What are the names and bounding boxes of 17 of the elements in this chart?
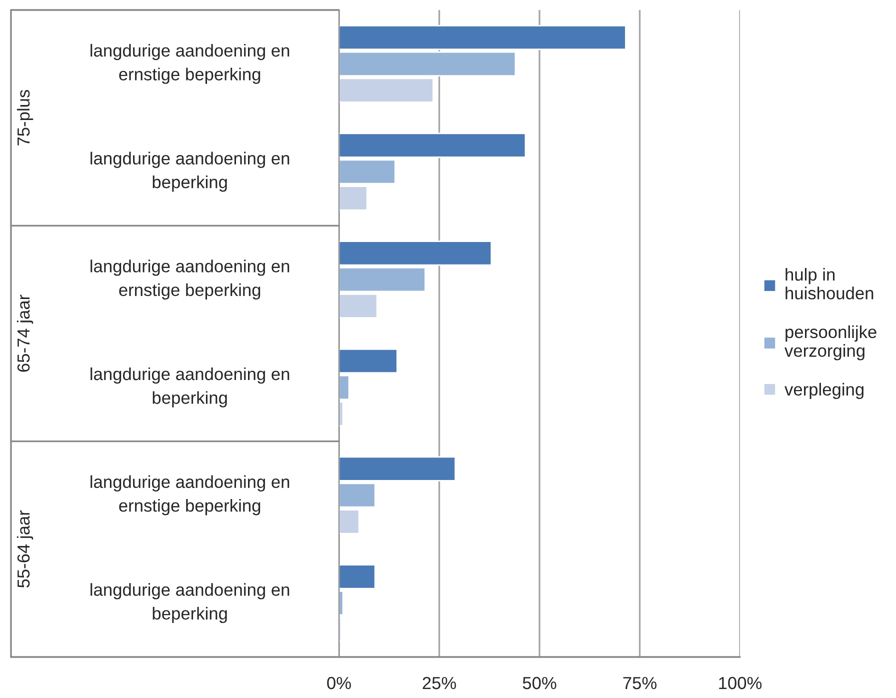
y-tick-label: langdurige aandoening en ernstige beperking [90,260,290,300]
text: 75-plus [16,90,34,146]
y-tick-label: langdurige aandoening en ernstige beperking [90,44,290,84]
text: 55-64 jaar [16,510,34,588]
legend-label: verpleging [784,382,864,400]
y-tick-label: langdurige aandoening en beperking [90,152,290,192]
x-tick-label: 25% [422,676,456,690]
y-tick-label: langdurige aandoening en beperking [90,367,290,408]
x-tick-label: 100% [719,676,762,690]
text: 65-74 jaar [16,294,34,372]
x-tick-label: 75% [623,676,657,690]
legend-label: hulp in huishouden [786,268,874,300]
x-tick-label: 0% [327,676,351,690]
legend-label: persoonlijke verzorging [784,325,876,360]
y-tick-label: langdurige aandoening en ernstige beperking [90,475,290,516]
y-tick-label: langdurige aandoening en beperking [90,583,290,624]
x-tick-label: 50% [522,676,556,690]
